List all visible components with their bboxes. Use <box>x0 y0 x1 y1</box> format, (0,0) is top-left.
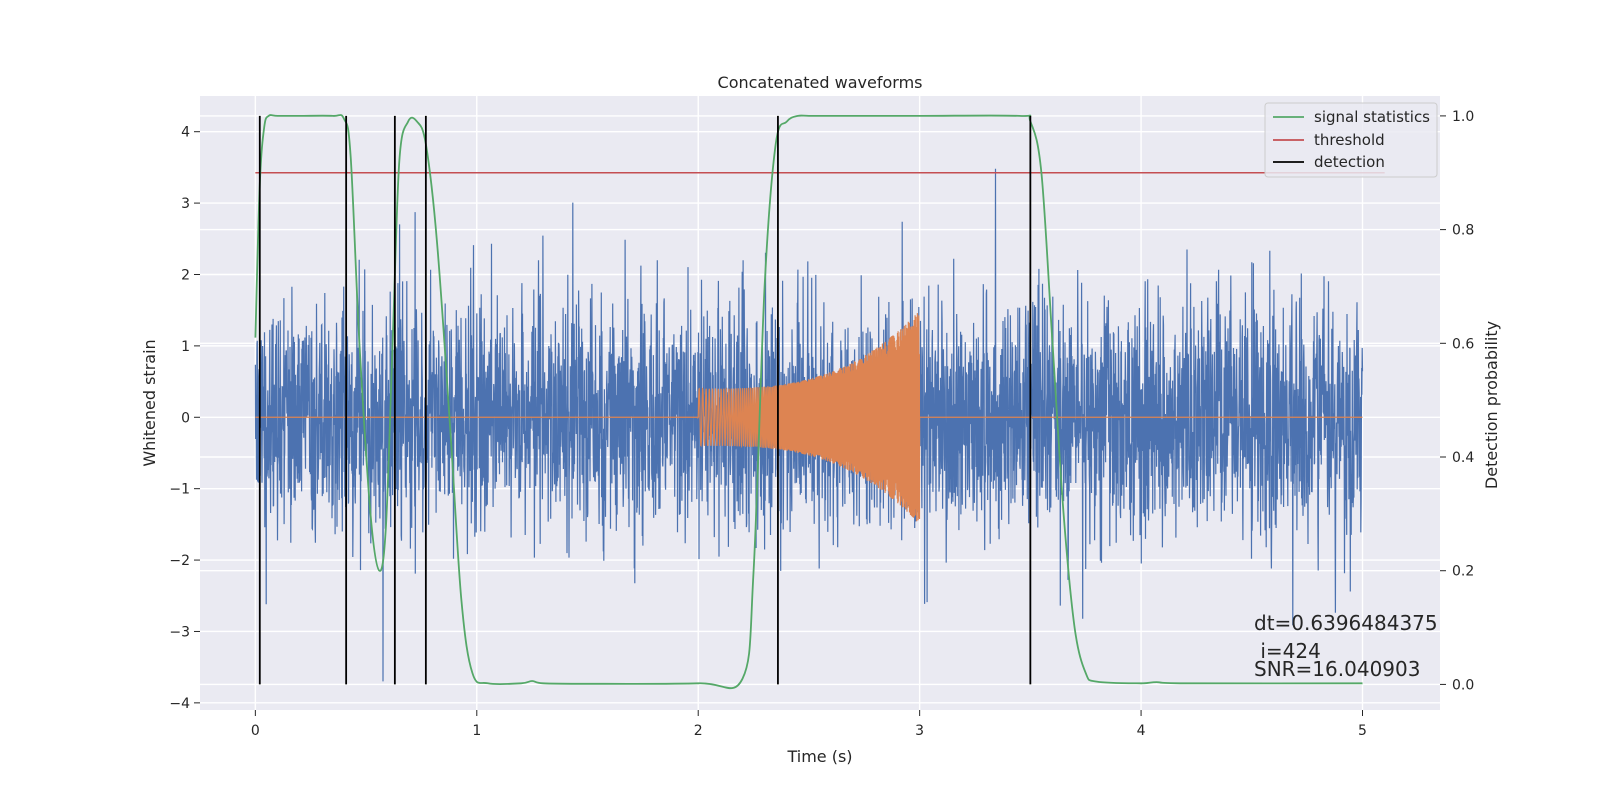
legend-label-threshold: threshold <box>1314 131 1385 149</box>
annotation-dt: dt=0.6396484375 <box>1254 611 1438 635</box>
y-tick-label: 2 <box>181 267 190 283</box>
annotation-i: i=424 <box>1254 639 1321 663</box>
y-tick-label: −4 <box>169 696 190 712</box>
y2-tick-label: 0.8 <box>1452 223 1474 239</box>
series-strain-noise <box>254 168 1364 682</box>
series-injected-waveform <box>255 313 1363 522</box>
y-tick-label: −2 <box>169 553 190 569</box>
x-tick-label: 3 <box>915 723 924 739</box>
y-tick-label: 3 <box>181 196 190 212</box>
series-group <box>254 114 1385 689</box>
y-tick-label: 4 <box>181 125 190 141</box>
y-tick-label: −3 <box>169 624 190 640</box>
y-axis-label: Whitened strain <box>140 339 159 466</box>
axes: 0 1 2 3 4 5 −4 −3 −2 −1 0 1 2 3 4 0.0 0.2 0.4 0.6 0.8 1.0 <box>169 109 1474 739</box>
x-tick-label: 5 <box>1358 723 1367 739</box>
y2-tick-label: 0.2 <box>1452 564 1474 580</box>
legend: signal statistics threshold detection <box>1264 102 1438 178</box>
chart-title: Concatenated waveforms <box>718 73 923 92</box>
y2-tick-label: 0.0 <box>1452 677 1474 693</box>
y2-tick-label: 0.6 <box>1452 336 1474 352</box>
x-tick-label: 0 <box>251 723 260 739</box>
y-tick-label: −1 <box>169 482 190 498</box>
x-axis-label: Time (s) <box>786 747 852 766</box>
y2-tick-label: 1.0 <box>1452 109 1474 125</box>
y-tick-label: 1 <box>181 339 190 355</box>
legend-label-detection: detection <box>1314 153 1385 171</box>
y2-axis-label: Detection probability <box>1482 321 1501 489</box>
x-tick-label: 1 <box>472 723 481 739</box>
x-tick-label: 4 <box>1137 723 1146 739</box>
annotation-snr: SNR=16.040903 <box>1254 657 1420 681</box>
y-tick-label: 0 <box>181 410 190 426</box>
legend-box <box>1264 102 1438 178</box>
y2-tick-label: 0.4 <box>1452 450 1474 466</box>
legend-label-signal-statistics: signal statistics <box>1314 108 1430 126</box>
annotations: dt=0.6396484375 i=424 SNR=16.040903 <box>1254 611 1438 681</box>
series-signal-statistics <box>254 114 1363 689</box>
x-tick-label: 2 <box>694 723 703 739</box>
